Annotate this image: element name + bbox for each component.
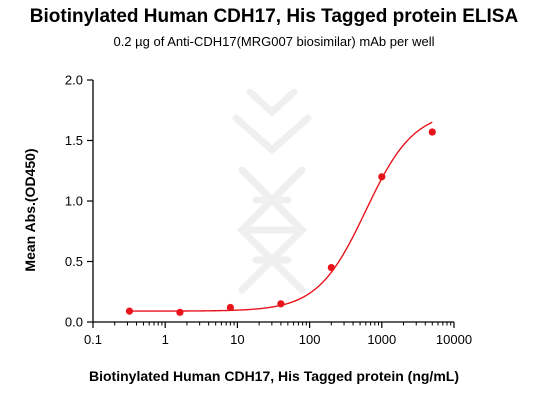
chart-title: Biotinylated Human CDH17, His Tagged pro… xyxy=(29,6,519,27)
x-axis-ticks: 0.1 1 10 100 1000 10000 xyxy=(84,322,472,347)
x-tick-label: 100 xyxy=(299,332,321,347)
chart-subtitle: 0.2 µg of Anti-CDH17(MRG007 biosimilar) … xyxy=(113,34,435,49)
data-point xyxy=(327,263,335,272)
y-tick-label: 0.5 xyxy=(65,254,83,269)
data-points xyxy=(125,128,436,316)
fit-curves xyxy=(129,121,433,312)
y-tick-label: 1.5 xyxy=(65,133,83,148)
y-tick-label: 0.0 xyxy=(65,315,83,330)
y-tick-label: 2.0 xyxy=(65,73,83,88)
x-tick-label: 10000 xyxy=(436,332,472,347)
data-point xyxy=(176,308,184,316)
data-point xyxy=(277,300,285,308)
dna-watermark-icon xyxy=(232,88,312,294)
x-tick-label: 1 xyxy=(162,332,169,347)
x-tick-label: 10 xyxy=(230,332,244,347)
y-axis-label: Mean Abs.(OD450) xyxy=(22,148,38,272)
data-point xyxy=(378,173,386,181)
y-tick-label: 1.0 xyxy=(65,194,83,209)
x-tick-label: 0.1 xyxy=(84,332,102,347)
x-tick-label: 1000 xyxy=(367,332,396,347)
y-axis-ticks: 0.0 0.5 1.0 1.5 2.0 xyxy=(65,73,93,330)
fit-curve-line xyxy=(129,121,433,312)
x-axis-label: Biotinylated Human CDH17, His Tagged pro… xyxy=(89,368,459,384)
data-point xyxy=(428,128,436,136)
data-point xyxy=(226,303,235,312)
data-point xyxy=(125,307,134,315)
